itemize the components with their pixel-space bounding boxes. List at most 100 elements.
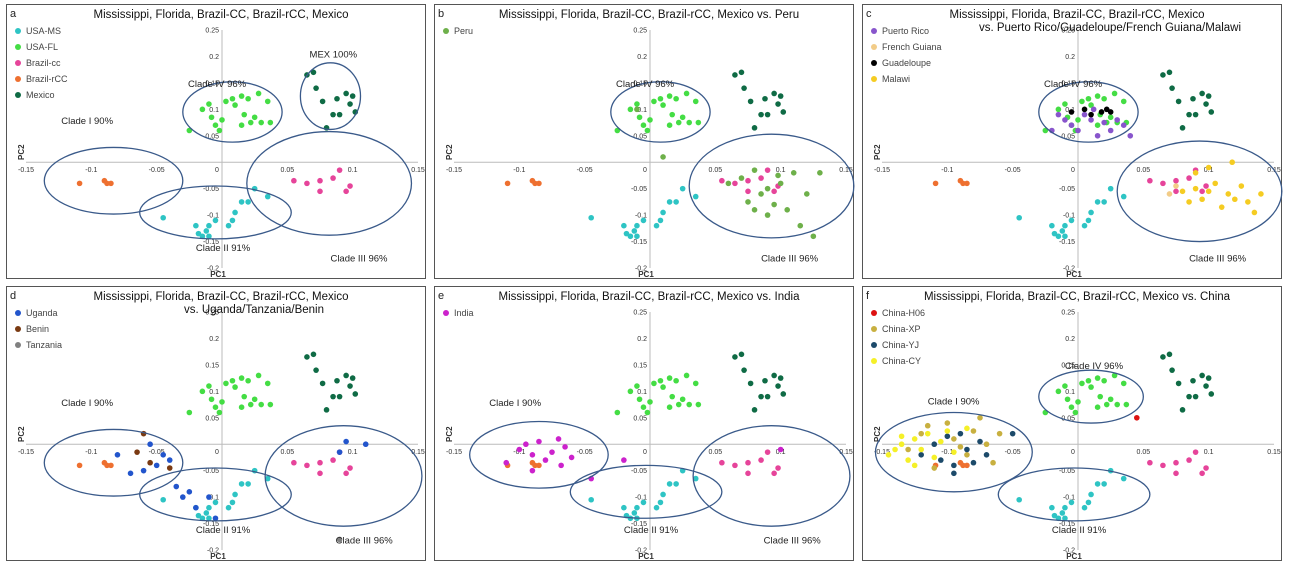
data-point <box>1205 164 1212 171</box>
panel-f: -0.15 -0.1 -0.05 0 0.05 0.1 0.15 0.25 0.2 0.15 0.1… <box>862 286 1282 561</box>
data-point <box>660 491 666 498</box>
data-point <box>692 193 699 200</box>
data-point <box>683 372 690 379</box>
data-point <box>323 407 330 413</box>
data-point <box>336 111 343 118</box>
data-point <box>555 436 562 442</box>
data-point <box>134 449 140 455</box>
series-mexico <box>304 69 359 131</box>
data-point <box>944 428 951 434</box>
data-point <box>634 106 640 113</box>
data-point <box>764 185 771 192</box>
data-point <box>229 217 236 224</box>
legend-marker <box>15 92 21 98</box>
x-tick-label: 0.1 <box>1204 449 1214 456</box>
data-point <box>780 391 787 397</box>
y-tick-label: -0.1 <box>635 213 647 220</box>
data-point <box>771 188 777 195</box>
x-tick-label: 0 <box>215 167 219 174</box>
chart-subtitle: vs. Uganda/Tanzania/Benin <box>184 304 324 316</box>
data-point <box>208 396 215 403</box>
series-mexico <box>732 351 787 413</box>
data-point <box>1134 414 1140 421</box>
data-point <box>653 504 660 511</box>
data-point <box>317 459 323 466</box>
y-tick-label: 0.2 <box>209 54 219 61</box>
data-point <box>147 459 153 466</box>
data-point <box>647 399 653 405</box>
data-point <box>264 380 271 387</box>
data-point <box>199 515 206 522</box>
y-tick-label: -0.15 <box>631 239 647 246</box>
data-point <box>212 122 219 128</box>
data-point <box>745 199 751 205</box>
data-point <box>1166 191 1173 197</box>
y-tick-label: 0.15 <box>1061 362 1075 369</box>
data-point <box>964 180 970 187</box>
data-point <box>1238 183 1245 189</box>
data-point <box>627 106 634 113</box>
data-point <box>1179 188 1186 195</box>
x-tick-label: 0.05 <box>281 449 295 456</box>
series-brazil-cc <box>1147 449 1209 477</box>
data-point <box>666 375 673 381</box>
data-point <box>1103 401 1110 408</box>
data-point <box>536 180 542 187</box>
data-point <box>173 483 180 490</box>
data-point <box>1258 191 1264 197</box>
series-mexico <box>1160 69 1215 131</box>
data-point <box>1123 401 1130 408</box>
data-point <box>764 449 771 455</box>
data-point <box>1186 111 1192 118</box>
data-point <box>336 449 343 455</box>
data-point <box>1081 106 1088 113</box>
data-point <box>938 457 944 463</box>
data-point <box>317 470 323 477</box>
x-tick-label: 0.15 <box>411 449 425 456</box>
data-point <box>1068 404 1075 410</box>
data-point <box>695 119 702 126</box>
data-point <box>1160 180 1166 187</box>
data-point <box>758 175 764 181</box>
data-point <box>669 111 676 118</box>
panel-frame <box>862 286 1282 561</box>
data-point <box>1173 188 1179 195</box>
data-point <box>657 217 664 224</box>
data-point <box>692 475 699 482</box>
x-axis-title: PC1 <box>1066 552 1082 561</box>
data-point <box>347 465 353 471</box>
data-point <box>255 90 262 97</box>
x-tick-label: -0.05 <box>1005 449 1021 456</box>
data-point <box>516 446 523 453</box>
data-point <box>229 377 236 384</box>
clade-label: Clade III 96% <box>764 536 822 547</box>
data-point <box>568 454 575 461</box>
data-point <box>1208 391 1215 397</box>
data-point <box>771 90 777 97</box>
data-point <box>241 111 248 118</box>
panel-frame <box>6 4 426 279</box>
x-tick-label: 0.1 <box>776 449 786 456</box>
data-point <box>764 167 771 173</box>
series-china-xp <box>905 414 1003 471</box>
data-point <box>1147 459 1153 466</box>
y-tick-label: 0.25 <box>633 310 647 317</box>
y-axis-title: PC2 <box>17 426 26 442</box>
clade-ellipse <box>246 130 413 236</box>
x-tick-label: 0.1 <box>1204 167 1214 174</box>
data-point <box>732 354 738 360</box>
clade-label: Clade I 90% <box>61 398 113 409</box>
series-tanzania <box>336 536 343 543</box>
data-point <box>1147 177 1153 184</box>
data-point <box>1107 185 1114 192</box>
data-point <box>657 95 664 102</box>
legend-marker <box>15 44 21 50</box>
data-point <box>623 230 630 237</box>
data-point <box>964 452 970 458</box>
series-brazil-rcc <box>932 177 970 187</box>
data-point <box>951 462 957 469</box>
data-point <box>758 191 764 197</box>
y-tick-label: -0.2 <box>1063 548 1075 555</box>
data-point <box>938 438 944 445</box>
data-point <box>1169 367 1175 373</box>
